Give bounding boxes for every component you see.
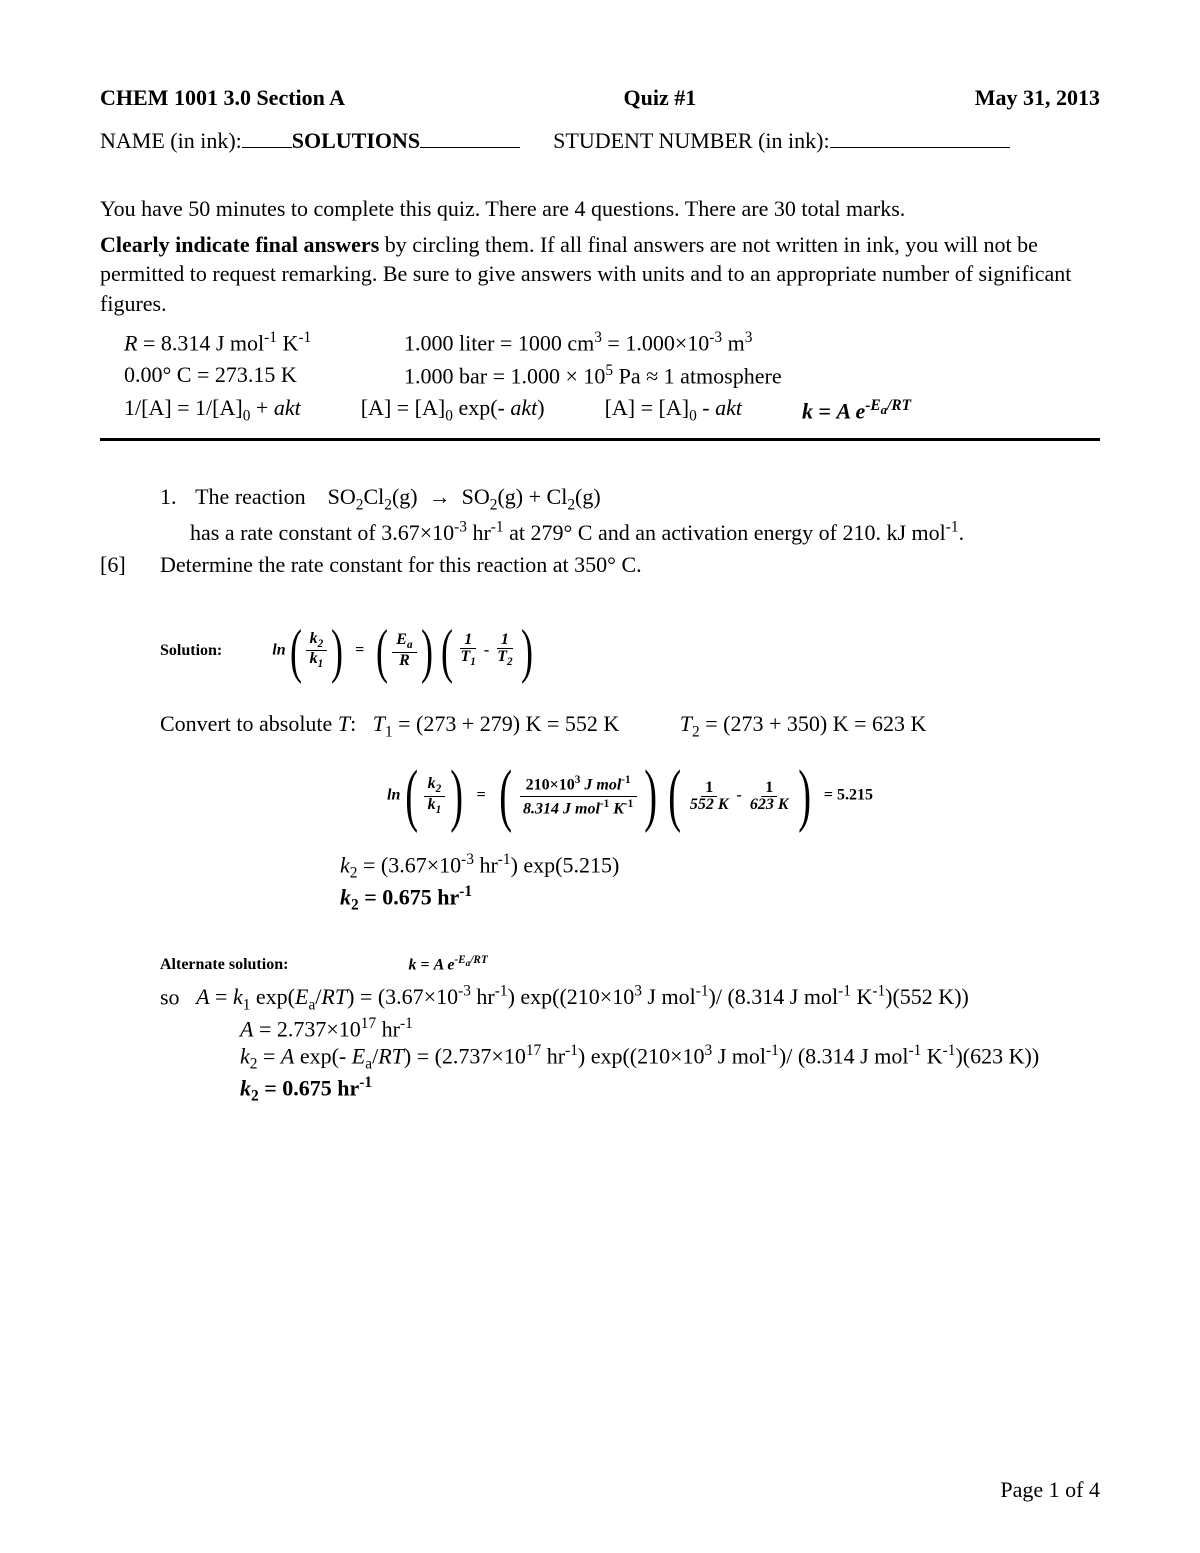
quiz-date: May 31, 2013	[975, 85, 1100, 111]
t2-value: T2 = (273 + 350) K = 623 K	[680, 711, 927, 736]
constants-block: R = 8.314 J mol-1 K-1 1.000 liter = 1000…	[100, 329, 1100, 390]
alt-line-3: k2 = A exp(- Ea/RT) = (2.737×1017 hr-1) …	[160, 1042, 1100, 1074]
q1-given: has a rate constant of 3.67×10-3 hr-1 at…	[190, 520, 964, 545]
alt-so: so	[160, 984, 180, 1009]
quiz-title: Quiz #1	[624, 85, 697, 111]
gas-constant: R = 8.314 J mol-1 K-1	[124, 329, 354, 356]
alt-line-2: A = 2.737×1017 hr-1	[160, 1015, 1100, 1042]
page-footer: Page 1 of 4	[1000, 1477, 1100, 1503]
solution-block: Solution: ln(k2k1) = (EaR)(1T1 - 1T2) Co…	[100, 621, 1100, 915]
page-header: CHEM 1001 3.0 Section A Quiz #1 May 31, …	[100, 85, 1100, 111]
q1-number: 1.	[160, 481, 190, 513]
blank-before-name	[242, 125, 292, 148]
name-value: SOLUTIONS	[292, 128, 420, 153]
q1-task: Determine the rate constant for this rea…	[160, 549, 642, 581]
student-number-label: STUDENT NUMBER (in ink):	[553, 128, 829, 153]
question-1: 1. The reaction SO2Cl2(g) → SO2(g) + Cl2…	[100, 481, 1100, 581]
bar-conversion: 1.000 bar = 1.000 × 105 Pa ≈ 1 atmospher…	[404, 362, 782, 389]
clearly-indicate: Clearly indicate final answers	[100, 232, 385, 257]
numeric-substitution: ln(k2k1) = (210×103 J mol-18.314 J mol-1…	[160, 761, 1100, 831]
alternate-solution-block: Alternate solution: k = A e-Ea/RT	[100, 954, 1100, 974]
solution-label: Solution:	[160, 642, 222, 660]
blank-student-number	[830, 125, 1010, 148]
zero-order-eq: [A] = [A]0 - akt	[605, 395, 742, 425]
second-order-eq: 1/[A] = 1/[A]0 + akt	[124, 395, 301, 425]
alternate-work: so A = k1 exp(Ea/RT) = (3.67×10-3 hr-1) …	[100, 983, 1100, 1105]
arrhenius-ln-formula: ln(k2k1) = (EaR)(1T1 - 1T2)	[272, 621, 536, 681]
name-line: NAME (in ink): SOLUTIONS STUDENT NUMBER (…	[100, 125, 1100, 154]
temperature-conversion: Convert to absolute T: T1 = (273 + 279) …	[160, 711, 1100, 741]
arrhenius-formula-2: k = A e-Ea/RT	[408, 954, 487, 974]
kelvin-offset: 0.00° C = 273.15 K	[124, 362, 354, 389]
instruction-line-2: Clearly indicate final answers by circli…	[100, 230, 1100, 319]
arrhenius-eq: k = A e-Ea/RT	[802, 397, 911, 424]
rate-equations-row: 1/[A] = 1/[A]0 + akt [A] = [A]0 exp(- ak…	[100, 395, 1100, 425]
instruction-line-1: You have 50 minutes to complete this qui…	[100, 194, 1100, 224]
instructions: You have 50 minutes to complete this qui…	[100, 194, 1100, 319]
horizontal-rule	[100, 438, 1100, 441]
document-page: CHEM 1001 3.0 Section A Quiz #1 May 31, …	[0, 0, 1200, 1553]
course-code: CHEM 1001 3.0 Section A	[100, 85, 345, 111]
liter-conversion: 1.000 liter = 1000 cm3 = 1.000×10-3 m3	[404, 329, 752, 356]
alternate-label: Alternate solution:	[160, 956, 288, 974]
q1-marks: [6]	[100, 549, 160, 581]
first-order-eq: [A] = [A]0 exp(- akt)	[361, 395, 545, 425]
k2-step: k2 = (3.67×10-3 hr-1) exp(5.215)	[340, 851, 1100, 883]
k2-calculation: k2 = (3.67×10-3 hr-1) exp(5.215) k2 = 0.…	[160, 851, 1100, 914]
alt-answer: k2 = 0.675 hr-1	[160, 1074, 1100, 1106]
name-label: NAME (in ink):	[100, 128, 242, 153]
blank-after-name	[420, 125, 520, 148]
k2-answer: k2 = 0.675 hr-1	[340, 883, 1100, 915]
q1-reaction: The reaction SO2Cl2(g) → SO2(g) + Cl2(g)	[195, 484, 601, 509]
t1-value: T1 = (273 + 279) K = 552 K	[373, 711, 620, 736]
alt-line-1: A = k1 exp(Ea/RT) = (3.67×10-3 hr-1) exp…	[196, 984, 969, 1009]
